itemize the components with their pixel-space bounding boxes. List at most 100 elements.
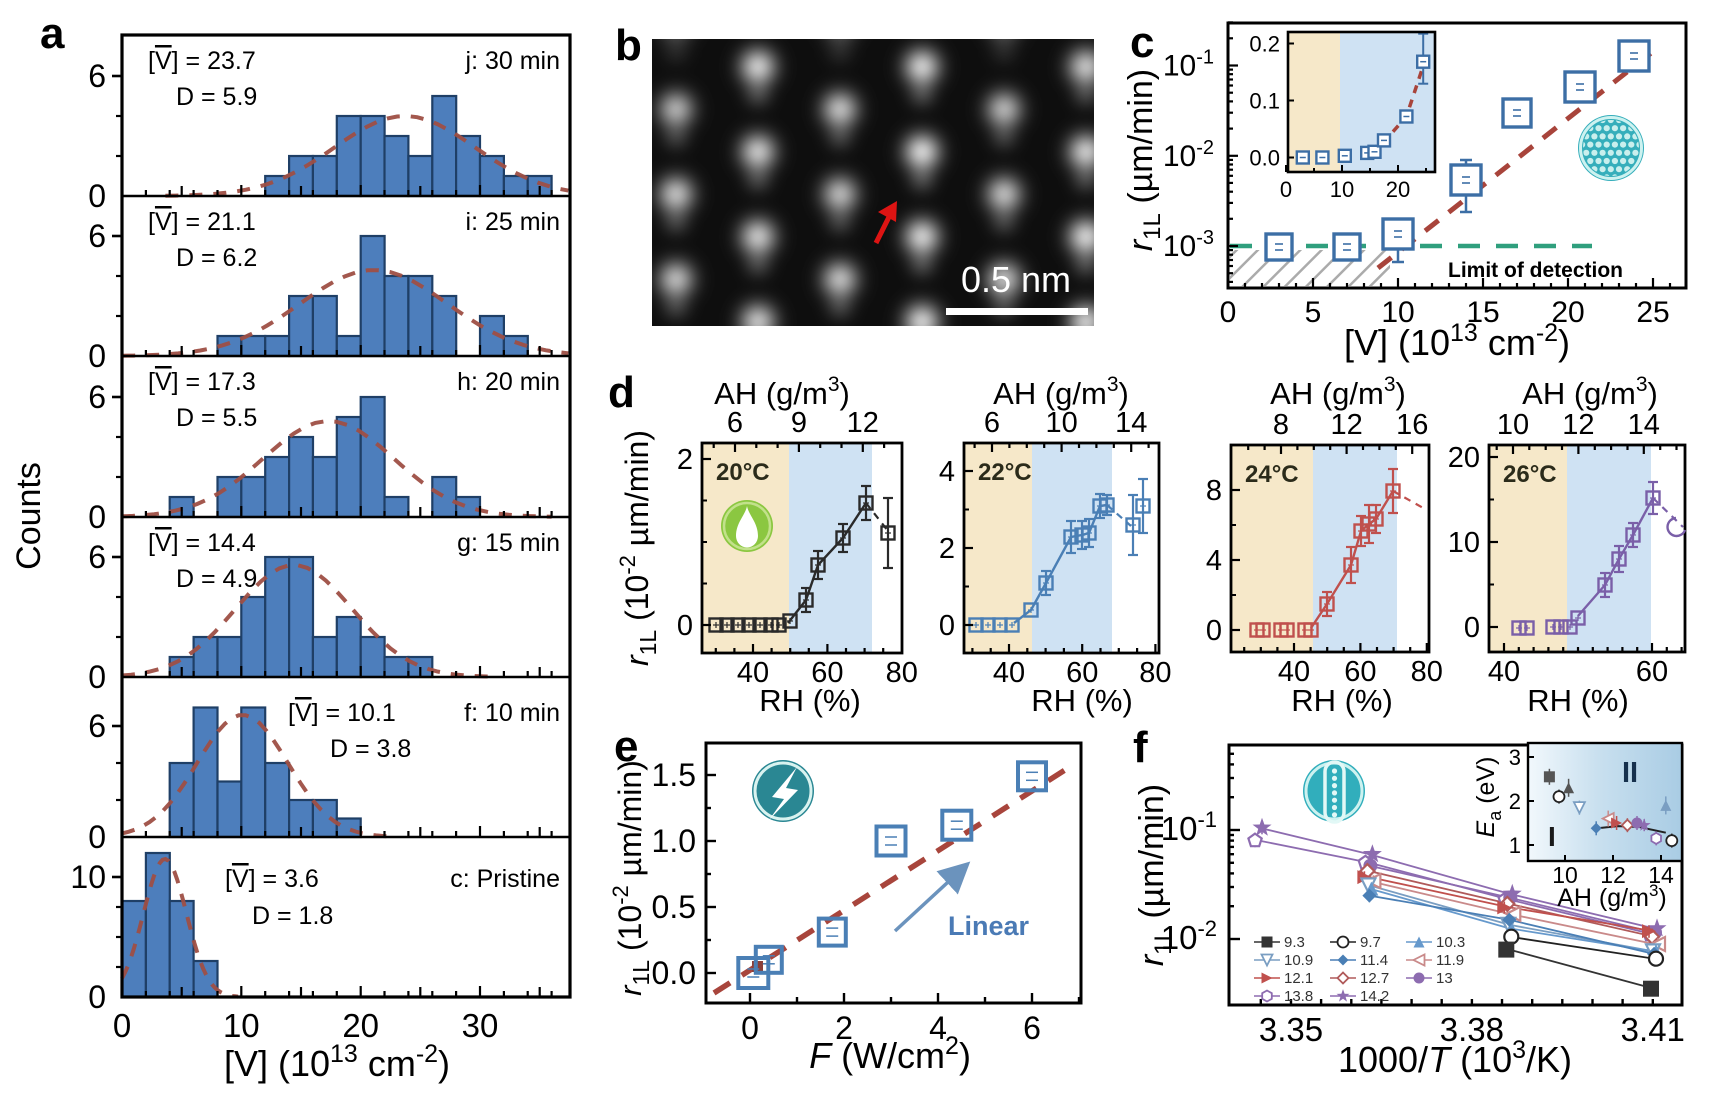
- svg-text:11.4: 11.4: [1360, 952, 1388, 969]
- svg-text:14: 14: [1628, 409, 1660, 441]
- svg-text:[V] = 21.1: [V] = 21.1: [148, 208, 256, 236]
- svg-text:D = 1.8: D = 1.8: [252, 902, 333, 930]
- svg-text:0: 0: [88, 659, 106, 695]
- svg-text:3.38: 3.38: [1440, 1011, 1504, 1048]
- svg-text:12: 12: [847, 407, 879, 439]
- svg-text:20: 20: [1551, 296, 1584, 329]
- svg-text:Limit of detection: Limit of detection: [1448, 259, 1623, 282]
- svg-text:d: d: [608, 368, 635, 417]
- svg-text:25: 25: [1636, 296, 1669, 329]
- svg-text:0.0: 0.0: [1249, 146, 1280, 171]
- svg-text:F (W/cm2): F (W/cm2): [809, 1032, 971, 1076]
- svg-text:0: 0: [1280, 177, 1292, 202]
- svg-text:6: 6: [88, 708, 106, 744]
- svg-text:[V] = 17.3: [V] = 17.3: [148, 368, 256, 396]
- svg-text:AH (g/m3): AH (g/m3): [714, 373, 850, 411]
- svg-text:3.41: 3.41: [1621, 1011, 1685, 1048]
- svg-text:80: 80: [1139, 657, 1171, 689]
- svg-text:Counts: Counts: [10, 462, 48, 570]
- svg-text:0: 0: [88, 819, 106, 855]
- svg-text:2: 2: [677, 444, 693, 476]
- svg-text:0.0: 0.0: [652, 955, 696, 991]
- svg-text:10: 10: [70, 859, 106, 895]
- svg-text:0: 0: [88, 499, 106, 535]
- svg-text:r1L (10-2 µm/min): r1L (10-2 µm/min): [608, 760, 654, 996]
- svg-text:[V] = 14.4: [V] = 14.4: [148, 529, 256, 557]
- svg-text:g: 15 min: g: 15 min: [457, 529, 560, 557]
- svg-text:Linear: Linear: [948, 911, 1030, 941]
- svg-text:AH (g/m3): AH (g/m3): [1522, 373, 1658, 411]
- svg-text:5: 5: [1305, 296, 1322, 329]
- svg-text:9.3: 9.3: [1284, 934, 1305, 951]
- svg-text:10: 10: [1045, 407, 1077, 439]
- svg-text:80: 80: [1411, 656, 1443, 688]
- svg-text:9: 9: [791, 407, 807, 439]
- svg-text:12: 12: [1562, 409, 1594, 441]
- svg-text:4: 4: [929, 1010, 947, 1046]
- svg-text:6: 6: [88, 379, 106, 415]
- svg-text:0: 0: [1220, 296, 1237, 329]
- svg-text:e: e: [614, 722, 638, 771]
- svg-text:0: 0: [88, 338, 106, 374]
- svg-text:12: 12: [1600, 862, 1626, 888]
- svg-text:r1L (10-2 µm/min): r1L (10-2 µm/min): [615, 430, 661, 666]
- svg-text:60: 60: [1344, 656, 1376, 688]
- svg-text:[V] = 10.1: [V] = 10.1: [288, 699, 396, 727]
- svg-text:20°C: 20°C: [716, 459, 770, 486]
- svg-text:3: 3: [1509, 745, 1521, 770]
- svg-text:2: 2: [939, 533, 955, 565]
- svg-text:0: 0: [677, 610, 693, 642]
- svg-text:D = 4.9: D = 4.9: [176, 565, 257, 593]
- svg-text:20: 20: [1448, 442, 1480, 474]
- svg-text:h: 20 min: h: 20 min: [457, 368, 560, 396]
- svg-text:I: I: [1548, 821, 1556, 852]
- svg-text:8: 8: [1206, 475, 1222, 507]
- svg-text:40: 40: [993, 657, 1025, 689]
- svg-text:f: f: [1133, 723, 1148, 772]
- svg-text:1.0: 1.0: [652, 823, 696, 859]
- svg-text:0.1: 0.1: [1249, 89, 1280, 114]
- svg-text:6: 6: [727, 407, 743, 439]
- svg-text:6: 6: [984, 407, 1000, 439]
- svg-text:10.9: 10.9: [1284, 952, 1313, 969]
- svg-text:c: c: [1130, 18, 1154, 67]
- svg-text:D = 6.2: D = 6.2: [176, 244, 257, 272]
- svg-text:20: 20: [1386, 177, 1410, 202]
- svg-text:0.5 nm: 0.5 nm: [961, 259, 1071, 300]
- svg-text:10: 10: [1381, 296, 1414, 329]
- svg-text:D = 3.8: D = 3.8: [330, 735, 411, 763]
- svg-text:12.7: 12.7: [1360, 970, 1389, 987]
- svg-text:60: 60: [811, 657, 843, 689]
- svg-text:12: 12: [1330, 409, 1362, 441]
- svg-text:3.35: 3.35: [1259, 1011, 1323, 1048]
- svg-text:0: 0: [88, 979, 106, 1015]
- svg-text:b: b: [615, 21, 642, 70]
- svg-text:8: 8: [1273, 409, 1289, 441]
- svg-text:40: 40: [1278, 656, 1310, 688]
- svg-text:6: 6: [88, 58, 106, 94]
- svg-text:40: 40: [1488, 656, 1520, 688]
- svg-text:1.5: 1.5: [652, 757, 696, 793]
- svg-text:r1L (µm/min): r1L (µm/min): [1133, 784, 1177, 966]
- svg-text:II: II: [1622, 757, 1638, 789]
- svg-text:11.9: 11.9: [1436, 952, 1464, 969]
- svg-text:10: 10: [1497, 409, 1529, 441]
- svg-text:Ea (eV): Ea (eV): [1472, 757, 1505, 838]
- svg-text:[V] = 3.6: [V] = 3.6: [225, 865, 319, 893]
- svg-text:24°C: 24°C: [1245, 461, 1299, 488]
- svg-text:0.5: 0.5: [652, 889, 696, 925]
- svg-text:AH (g/m3): AH (g/m3): [993, 373, 1129, 411]
- svg-text:j: 30 min: j: 30 min: [465, 47, 560, 75]
- svg-text:RH (%): RH (%): [759, 683, 861, 718]
- svg-text:60: 60: [1066, 657, 1098, 689]
- svg-text:16: 16: [1396, 409, 1428, 441]
- svg-text:0: 0: [741, 1010, 759, 1046]
- svg-text:60: 60: [1636, 656, 1668, 688]
- svg-text:12.1: 12.1: [1284, 970, 1313, 987]
- svg-text:15: 15: [1466, 296, 1499, 329]
- svg-text:14: 14: [1115, 407, 1147, 439]
- svg-text:0: 0: [88, 178, 106, 214]
- svg-text:D = 5.5: D = 5.5: [176, 404, 257, 432]
- svg-text:0: 0: [113, 1007, 131, 1044]
- svg-text:22°C: 22°C: [978, 459, 1032, 486]
